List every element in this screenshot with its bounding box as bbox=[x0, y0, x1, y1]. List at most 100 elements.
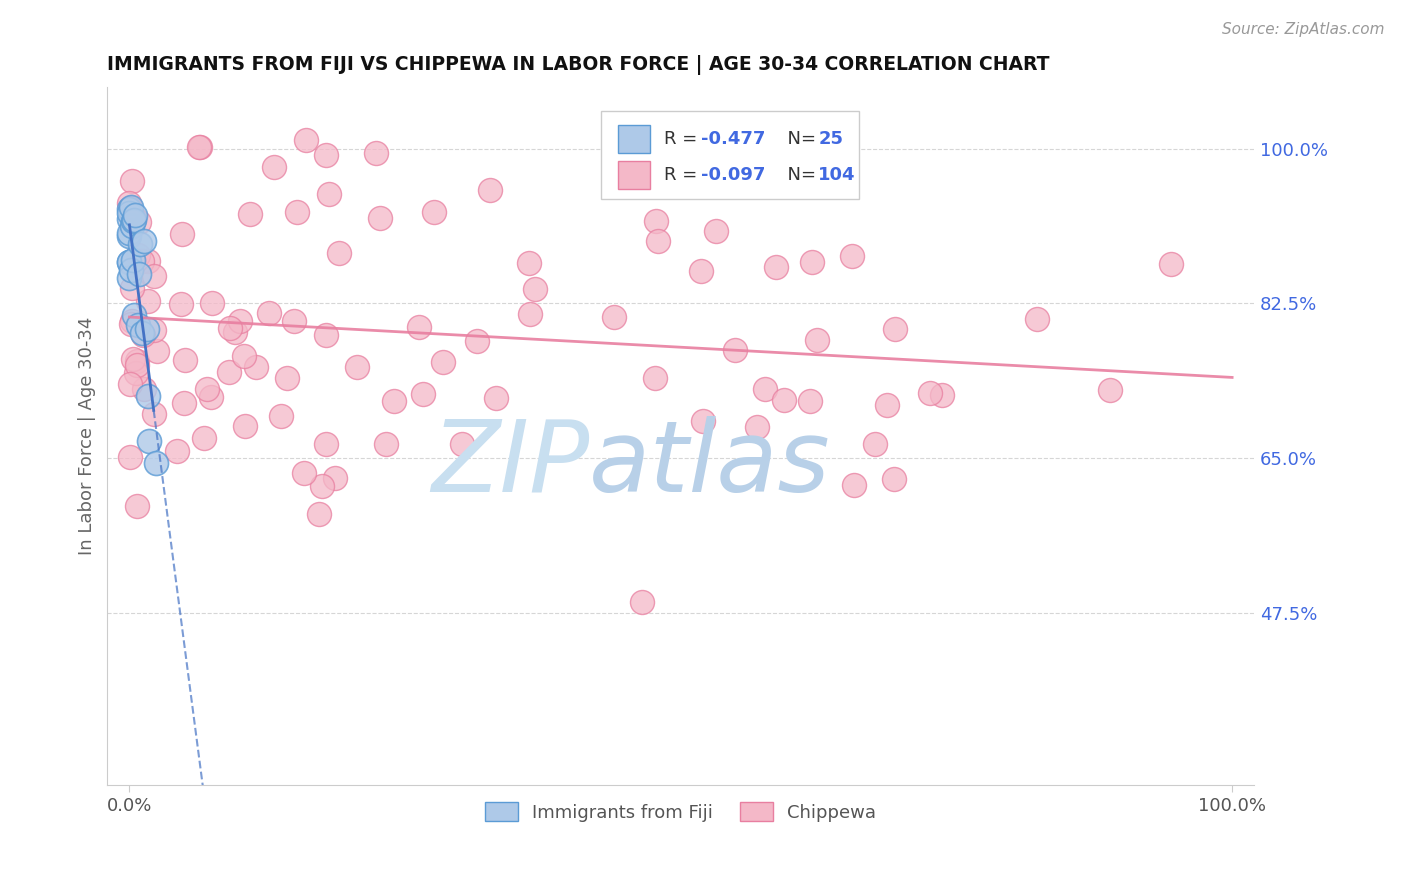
Point bbox=[229, 313, 252, 327]
Point bbox=[644, 213, 666, 227]
Point bbox=[800, 254, 823, 268]
Point bbox=[876, 398, 898, 412]
Point bbox=[128, 268, 150, 282]
Point bbox=[200, 390, 222, 404]
Point bbox=[257, 306, 280, 320]
Point bbox=[245, 359, 267, 374]
Text: R =: R = bbox=[664, 130, 703, 148]
Point bbox=[219, 321, 242, 335]
Point bbox=[120, 450, 142, 464]
Point bbox=[118, 255, 141, 269]
Point bbox=[263, 161, 285, 175]
Text: R =: R = bbox=[664, 166, 703, 184]
Point bbox=[931, 388, 953, 402]
Point bbox=[375, 437, 398, 451]
Point bbox=[773, 392, 796, 407]
Point bbox=[841, 249, 863, 263]
Point bbox=[118, 206, 141, 220]
Point bbox=[692, 414, 714, 428]
Point bbox=[145, 456, 167, 470]
Point bbox=[170, 227, 193, 241]
Point bbox=[170, 297, 193, 311]
Point bbox=[142, 323, 165, 337]
Point bbox=[125, 499, 148, 513]
Point bbox=[173, 396, 195, 410]
Point bbox=[122, 252, 145, 267]
Point bbox=[193, 431, 215, 445]
Point bbox=[295, 133, 318, 147]
Point bbox=[121, 281, 143, 295]
Point bbox=[138, 434, 160, 448]
Point bbox=[118, 202, 141, 217]
Point bbox=[233, 418, 256, 433]
Legend: Immigrants from Fiji, Chippewa: Immigrants from Fiji, Chippewa bbox=[478, 795, 883, 829]
Point bbox=[884, 322, 907, 336]
Point bbox=[318, 187, 340, 202]
Point bbox=[270, 409, 292, 423]
Point bbox=[124, 210, 146, 224]
Point bbox=[704, 224, 727, 238]
Point bbox=[121, 219, 143, 233]
Text: ZIP: ZIP bbox=[430, 416, 589, 513]
Point bbox=[201, 296, 224, 310]
Point bbox=[233, 350, 256, 364]
Point bbox=[311, 479, 333, 493]
Text: 104: 104 bbox=[818, 166, 856, 184]
Point bbox=[883, 472, 905, 486]
Point bbox=[122, 212, 145, 227]
Point bbox=[138, 254, 160, 268]
Point bbox=[142, 407, 165, 421]
Text: IMMIGRANTS FROM FIJI VS CHIPPEWA IN LABOR FORCE | AGE 30-34 CORRELATION CHART: IMMIGRANTS FROM FIJI VS CHIPPEWA IN LABO… bbox=[107, 55, 1050, 75]
Point bbox=[118, 229, 141, 244]
Point bbox=[131, 328, 153, 343]
Point bbox=[412, 387, 434, 401]
Point bbox=[723, 343, 745, 357]
Point bbox=[1026, 312, 1049, 326]
Point bbox=[844, 478, 866, 492]
Point bbox=[121, 174, 143, 188]
Point bbox=[143, 268, 166, 283]
Text: atlas: atlas bbox=[589, 416, 831, 513]
Point bbox=[128, 215, 150, 229]
Point bbox=[524, 282, 547, 296]
Point bbox=[382, 393, 405, 408]
Point bbox=[120, 318, 142, 332]
Point bbox=[806, 333, 828, 347]
Point bbox=[125, 358, 148, 372]
Point bbox=[1160, 257, 1182, 271]
Point bbox=[121, 211, 143, 226]
Point bbox=[118, 377, 141, 392]
Point bbox=[218, 366, 240, 380]
Point bbox=[432, 355, 454, 369]
Point bbox=[239, 207, 262, 221]
Point bbox=[647, 234, 669, 248]
Point bbox=[765, 260, 787, 275]
Point bbox=[124, 208, 146, 222]
Point bbox=[121, 214, 143, 228]
Point bbox=[224, 325, 246, 339]
FancyBboxPatch shape bbox=[600, 112, 859, 199]
Point bbox=[631, 595, 654, 609]
Point bbox=[122, 308, 145, 322]
Point bbox=[118, 270, 141, 285]
Point bbox=[519, 307, 541, 321]
Point bbox=[368, 211, 391, 226]
Point bbox=[132, 382, 155, 396]
Point bbox=[118, 226, 141, 240]
Point bbox=[285, 205, 308, 219]
Point bbox=[346, 359, 368, 374]
Point bbox=[364, 145, 387, 160]
Point bbox=[118, 201, 141, 215]
Point bbox=[127, 318, 149, 332]
FancyBboxPatch shape bbox=[617, 125, 650, 153]
Y-axis label: In Labor Force | Age 30-34: In Labor Force | Age 30-34 bbox=[79, 317, 96, 556]
FancyBboxPatch shape bbox=[617, 161, 650, 189]
Point bbox=[745, 419, 768, 434]
Point bbox=[689, 264, 711, 278]
Point bbox=[1098, 383, 1121, 397]
Text: 25: 25 bbox=[818, 130, 844, 148]
Point bbox=[323, 471, 346, 485]
Point bbox=[292, 466, 315, 480]
Text: -0.477: -0.477 bbox=[702, 130, 766, 148]
Point bbox=[125, 366, 148, 380]
